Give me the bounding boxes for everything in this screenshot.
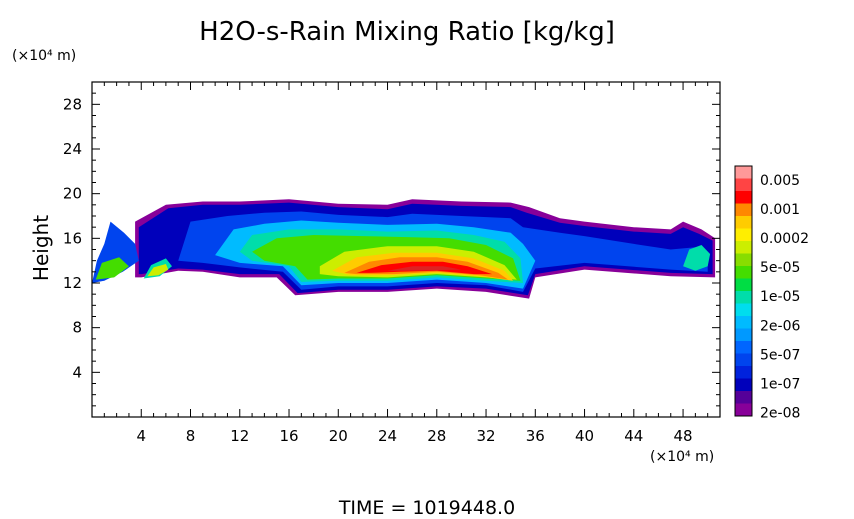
colorbar-swatch bbox=[735, 303, 752, 317]
colorbar-swatch bbox=[735, 378, 752, 392]
colorbar-swatch bbox=[735, 328, 752, 342]
x-tick-label: 48 bbox=[674, 427, 693, 445]
colorbar-swatch bbox=[735, 341, 752, 354]
x-ticks: 4 8 12 16 20 24 28 32 36 40 44 48 bbox=[103, 82, 709, 445]
contour-region-12 bbox=[147, 264, 169, 277]
colorbar-label: 5e-05 bbox=[760, 260, 800, 276]
colorbar-label: 0.001 bbox=[760, 202, 800, 218]
y-tick-label: 28 bbox=[63, 95, 82, 113]
colorbar-swatch bbox=[735, 241, 752, 254]
colorbar-swatch bbox=[735, 316, 752, 329]
colorbar-swatch bbox=[735, 266, 752, 279]
colorbar-swatch bbox=[735, 391, 752, 404]
x-tick-label: 40 bbox=[575, 427, 594, 445]
footer-time: TIME = 1019448.0 bbox=[338, 497, 515, 519]
colorbar-swatch bbox=[735, 228, 752, 242]
colorbar-label: 2e-08 bbox=[760, 405, 800, 421]
colorbar-swatch bbox=[735, 366, 752, 379]
colorbar-swatch bbox=[735, 403, 752, 417]
colorbar-frame bbox=[734, 165, 753, 417]
x-tick-label: 4 bbox=[136, 427, 146, 445]
y-tick-label: 16 bbox=[63, 229, 82, 247]
x-tick-label: 44 bbox=[624, 427, 643, 445]
colorbar-swatch bbox=[735, 191, 752, 204]
x-tick-label: 16 bbox=[279, 427, 298, 445]
x-tick-label: 36 bbox=[526, 427, 545, 445]
x-tick-label: 28 bbox=[427, 427, 446, 445]
colorbar-swatch bbox=[735, 253, 752, 267]
colorbar-swatch bbox=[735, 166, 752, 179]
y-tick-label: 4 bbox=[72, 363, 82, 381]
y-tick-label: 24 bbox=[63, 140, 82, 158]
colorbar-label: 1e-07 bbox=[760, 376, 800, 392]
y-unit-label: (×10⁴ m) bbox=[12, 48, 76, 64]
colorbar-swatch bbox=[735, 203, 752, 217]
chart-title: H2O-s-Rain Mixing Ratio [kg/kg] bbox=[199, 17, 615, 47]
y-tick-label: 8 bbox=[72, 319, 82, 337]
y-tick-label: 20 bbox=[63, 185, 82, 203]
colorbar-swatch bbox=[735, 353, 752, 367]
colorbar-swatch bbox=[735, 278, 752, 292]
contour-region-14 bbox=[95, 257, 129, 280]
colorbar-swatch bbox=[735, 291, 752, 304]
y-axis-label: Height bbox=[29, 215, 53, 281]
x-unit-label: (×10⁴ m) bbox=[650, 449, 714, 465]
x-tick-label: 20 bbox=[329, 427, 348, 445]
colorbar: 0.005 0.001 0.0002 5e-05 1e-05 2e-06 5e-07 1e-0… bbox=[734, 165, 809, 421]
y-ticks: 4 8 12 16 20 24 28 bbox=[63, 92, 720, 407]
colorbar-swatch bbox=[735, 216, 752, 229]
x-tick-label: 12 bbox=[230, 427, 249, 445]
colorbar-label: 5e-07 bbox=[760, 347, 800, 363]
colorbar-swatch bbox=[735, 178, 752, 192]
y-tick-label: 12 bbox=[63, 274, 82, 292]
x-tick-label: 24 bbox=[378, 427, 397, 445]
colorbar-label: 2e-06 bbox=[760, 318, 800, 334]
x-tick-label: 32 bbox=[476, 427, 495, 445]
x-tick-label: 8 bbox=[186, 427, 196, 445]
plot-regions bbox=[92, 199, 716, 299]
contour-region-15 bbox=[683, 245, 711, 271]
colorbar-label: 0.005 bbox=[760, 173, 800, 189]
contour-region-10 bbox=[387, 266, 462, 271]
colorbar-label: 1e-05 bbox=[760, 289, 800, 305]
colorbar-label: 0.0002 bbox=[760, 231, 809, 247]
